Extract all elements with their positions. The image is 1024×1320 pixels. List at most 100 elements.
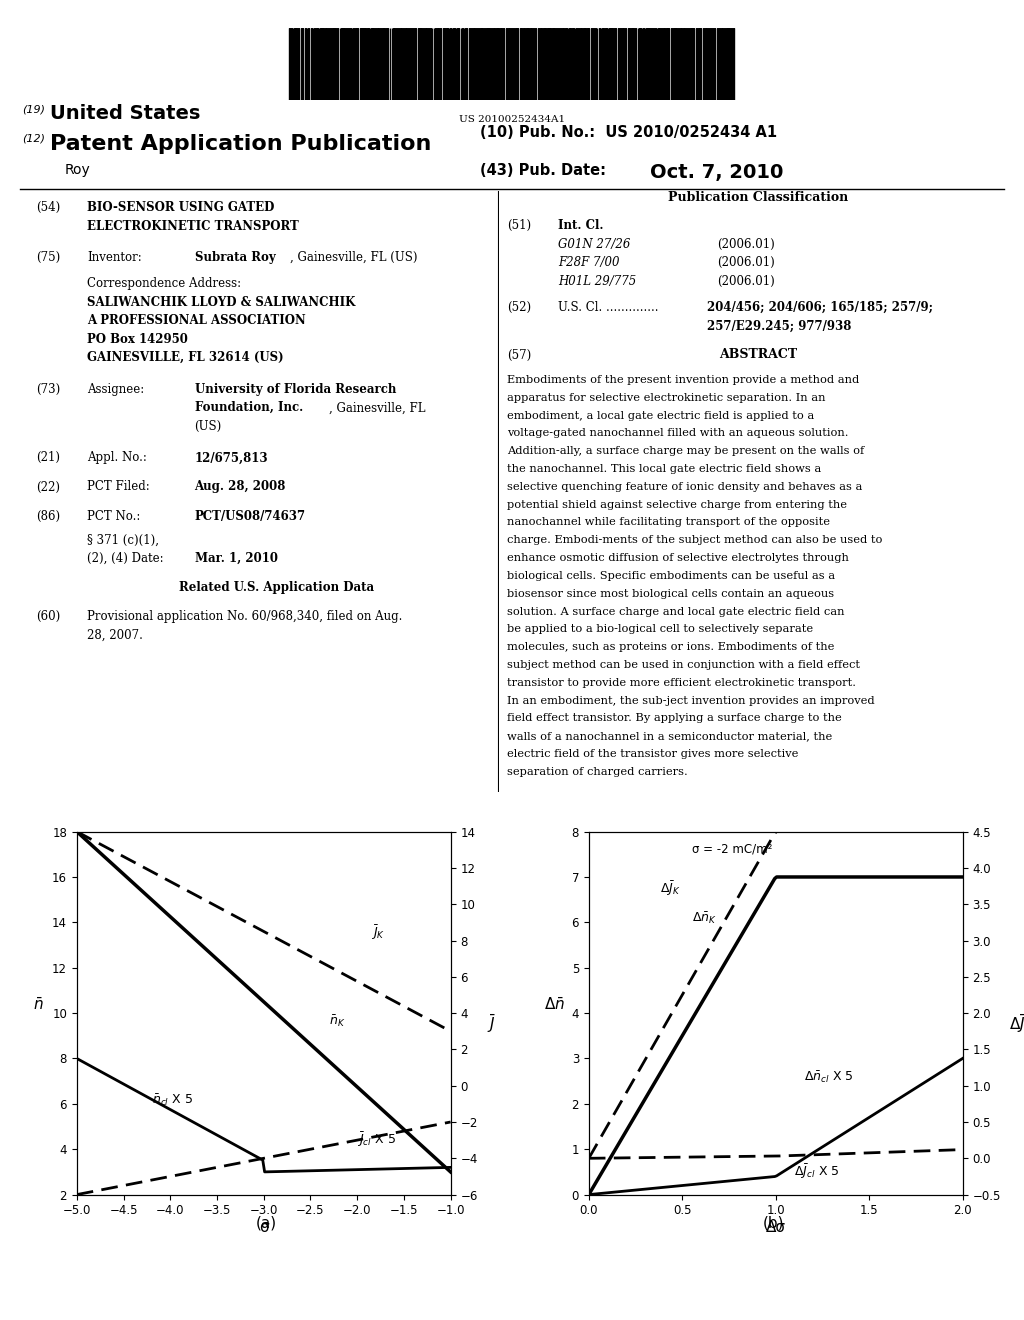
Text: US 20100252434A1: US 20100252434A1 bbox=[459, 115, 565, 124]
Text: 204/456; 204/606; 165/185; 257/9;: 204/456; 204/606; 165/185; 257/9; bbox=[707, 301, 933, 314]
Bar bbox=[558, 28, 559, 100]
Text: selective quenching feature of ionic density and behaves as a: selective quenching feature of ionic den… bbox=[507, 482, 862, 492]
Bar bbox=[349, 28, 351, 100]
Bar bbox=[620, 28, 621, 100]
Bar bbox=[693, 28, 694, 100]
X-axis label: σ: σ bbox=[259, 1220, 268, 1236]
Text: Int. Cl.: Int. Cl. bbox=[558, 219, 603, 232]
Bar bbox=[527, 28, 529, 100]
Bar bbox=[635, 28, 636, 100]
Text: (52): (52) bbox=[507, 301, 531, 314]
Text: § 371 (c)(1),: § 371 (c)(1), bbox=[87, 533, 159, 546]
Text: Roy: Roy bbox=[65, 164, 91, 177]
Bar bbox=[727, 28, 730, 100]
Text: Publication Classification: Publication Classification bbox=[668, 191, 848, 205]
Text: electric field of the transistor gives more selective: electric field of the transistor gives m… bbox=[507, 750, 799, 759]
Bar bbox=[308, 28, 309, 100]
Bar bbox=[346, 28, 347, 100]
Bar bbox=[410, 28, 412, 100]
Text: biosensor since most biological cells contain an aqueous: biosensor since most biological cells co… bbox=[507, 589, 834, 599]
Text: $\bar{n}_K$: $\bar{n}_K$ bbox=[329, 1012, 345, 1028]
Bar bbox=[419, 28, 421, 100]
Text: A PROFESSIONAL ASSOCIATION: A PROFESSIONAL ASSOCIATION bbox=[87, 314, 306, 327]
Text: SALIWANCHIK LLOYD & SALIWANCHIK: SALIWANCHIK LLOYD & SALIWANCHIK bbox=[87, 296, 355, 309]
Text: be applied to a bio-logical cell to selectively separate: be applied to a bio-logical cell to sele… bbox=[507, 624, 813, 635]
Text: PCT Filed:: PCT Filed: bbox=[87, 480, 150, 494]
Bar bbox=[458, 28, 459, 100]
Bar bbox=[622, 28, 624, 100]
Text: 12/675,813: 12/675,813 bbox=[195, 451, 268, 465]
Bar bbox=[454, 28, 455, 100]
Text: potential shield against selective charge from entering the: potential shield against selective charg… bbox=[507, 500, 847, 510]
Bar bbox=[538, 28, 540, 100]
Bar bbox=[700, 28, 701, 100]
Bar bbox=[435, 28, 436, 100]
Bar bbox=[291, 28, 292, 100]
Bar bbox=[337, 28, 338, 100]
Text: solution. A surface charge and local gate electric field can: solution. A surface charge and local gat… bbox=[507, 607, 845, 616]
Bar bbox=[665, 28, 666, 100]
Text: nanochannel while facilitating transport of the opposite: nanochannel while facilitating transport… bbox=[507, 517, 829, 528]
Bar bbox=[445, 28, 447, 100]
Bar bbox=[666, 28, 668, 100]
Bar bbox=[478, 28, 479, 100]
Text: Embodiments of the present invention provide a method and: Embodiments of the present invention pro… bbox=[507, 375, 859, 385]
Bar bbox=[676, 28, 678, 100]
Text: BIO-SENSOR USING GATED: BIO-SENSOR USING GATED bbox=[87, 201, 274, 214]
Bar bbox=[368, 28, 369, 100]
Y-axis label: $\Delta\bar{J}$: $\Delta\bar{J}$ bbox=[1009, 1014, 1024, 1035]
Text: walls of a nanochannel in a semiconductor material, the: walls of a nanochannel in a semiconducto… bbox=[507, 731, 833, 742]
Bar bbox=[580, 28, 583, 100]
Bar bbox=[439, 28, 441, 100]
Bar bbox=[362, 28, 365, 100]
Text: (US): (US) bbox=[195, 420, 222, 433]
Bar bbox=[298, 28, 299, 100]
Bar bbox=[475, 28, 477, 100]
Bar bbox=[393, 28, 395, 100]
Text: Subrata Roy: Subrata Roy bbox=[195, 251, 275, 264]
Bar bbox=[414, 28, 416, 100]
Bar bbox=[703, 28, 705, 100]
Bar bbox=[321, 28, 322, 100]
Bar bbox=[406, 28, 408, 100]
Bar bbox=[500, 28, 502, 100]
Text: (12): (12) bbox=[22, 133, 45, 144]
Text: $\bar{n}_{cl}\ \mathregular{X\ 5}$: $\bar{n}_{cl}\ \mathregular{X\ 5}$ bbox=[152, 1093, 193, 1107]
Y-axis label: $\Delta\bar{n}$: $\Delta\bar{n}$ bbox=[545, 997, 565, 1014]
Bar bbox=[314, 28, 315, 100]
Bar bbox=[487, 28, 488, 100]
Text: PCT No.:: PCT No.: bbox=[87, 510, 140, 523]
Bar bbox=[325, 28, 327, 100]
Bar bbox=[698, 28, 699, 100]
Bar bbox=[686, 28, 687, 100]
Text: ABSTRACT: ABSTRACT bbox=[719, 348, 797, 362]
Text: (10) Pub. No.:  US 2010/0252434 A1: (10) Pub. No.: US 2010/0252434 A1 bbox=[480, 124, 777, 140]
Bar bbox=[599, 28, 600, 100]
Bar bbox=[631, 28, 633, 100]
Text: G01N 27/26: G01N 27/26 bbox=[558, 238, 631, 251]
Text: (21): (21) bbox=[36, 451, 59, 465]
Bar bbox=[532, 28, 535, 100]
Text: $\Delta\bar{J}_{cl}\ \mathregular{X\ 5}$: $\Delta\bar{J}_{cl}\ \mathregular{X\ 5}$ bbox=[795, 1163, 840, 1181]
Text: Inventor:: Inventor: bbox=[87, 251, 141, 264]
Text: (2006.01): (2006.01) bbox=[717, 256, 774, 269]
Bar bbox=[543, 28, 545, 100]
Bar bbox=[386, 28, 388, 100]
Text: F28F 7/00: F28F 7/00 bbox=[558, 256, 620, 269]
Bar bbox=[552, 28, 555, 100]
Bar bbox=[710, 28, 711, 100]
Text: (2006.01): (2006.01) bbox=[717, 238, 774, 251]
Text: Assignee:: Assignee: bbox=[87, 383, 144, 396]
Y-axis label: $\bar{n}$: $\bar{n}$ bbox=[33, 997, 43, 1014]
Bar bbox=[515, 28, 516, 100]
Bar bbox=[639, 28, 641, 100]
Bar bbox=[359, 28, 361, 100]
Text: the nanochannel. This local gate electric field shows a: the nanochannel. This local gate electri… bbox=[507, 465, 821, 474]
Bar bbox=[294, 28, 296, 100]
Text: charge. Embodi-ments of the subject method can also be used to: charge. Embodi-ments of the subject meth… bbox=[507, 536, 883, 545]
Text: $\Delta\bar{n}_K$: $\Delta\bar{n}_K$ bbox=[691, 911, 717, 927]
Bar bbox=[610, 28, 611, 100]
Text: Mar. 1, 2010: Mar. 1, 2010 bbox=[195, 552, 278, 565]
Text: embodiment, a local gate electric field is applied to a: embodiment, a local gate electric field … bbox=[507, 411, 814, 421]
Text: University of Florida Research: University of Florida Research bbox=[195, 383, 396, 396]
